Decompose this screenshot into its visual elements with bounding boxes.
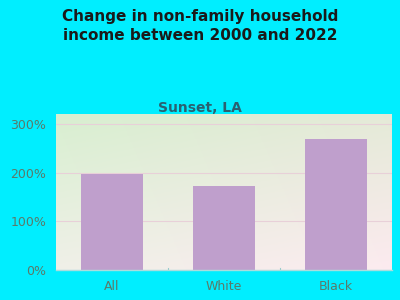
Bar <box>305 139 367 270</box>
Bar <box>81 174 143 270</box>
Text: Change in non-family household
income between 2000 and 2022: Change in non-family household income be… <box>62 9 338 43</box>
Bar <box>193 186 255 270</box>
Text: Sunset, LA: Sunset, LA <box>158 100 242 115</box>
